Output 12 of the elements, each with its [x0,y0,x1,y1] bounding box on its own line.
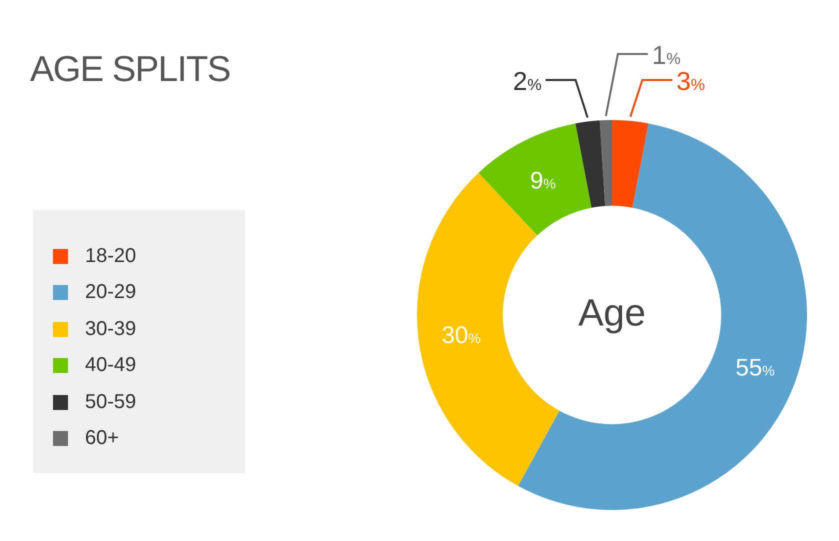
legend-label: 18-20 [85,244,136,268]
legend-label: 50-59 [85,390,136,414]
data-label: 30% [442,322,481,350]
data-label: 55% [736,354,775,382]
legend-label: 40-49 [85,354,136,378]
chart-title: AGE SPLITS [30,48,230,90]
legend-label: 20-29 [85,281,136,304]
data-label: 9% [530,167,556,194]
legend-label: 60+ [85,427,119,450]
data-label: 2% [512,66,542,96]
text: Age [578,292,646,334]
legend-label: 30-39 [85,318,136,341]
